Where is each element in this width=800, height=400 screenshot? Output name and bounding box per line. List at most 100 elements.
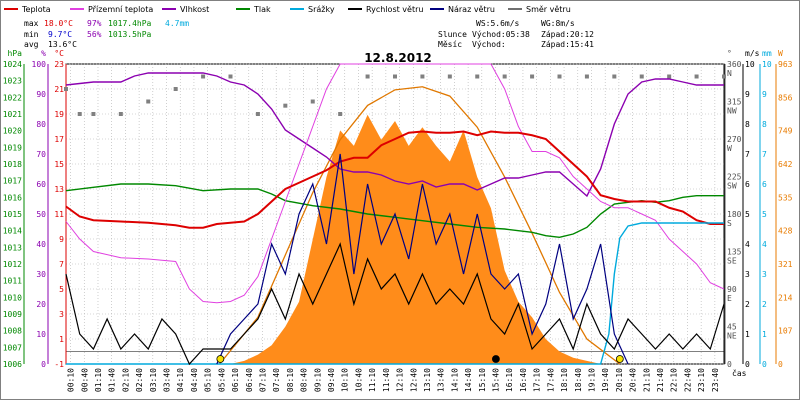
direction-tick: 0 bbox=[727, 360, 732, 369]
pressure-tick: 1008 bbox=[3, 327, 22, 336]
time-tick: 09:10 bbox=[313, 368, 322, 392]
time-tick: 19:40 bbox=[601, 368, 610, 392]
time-tick: 17:40 bbox=[546, 368, 555, 392]
wind-unit: m/s bbox=[745, 49, 760, 58]
rain-tick: 2 bbox=[762, 300, 767, 309]
wind-direction-point bbox=[338, 112, 343, 116]
rain-tick: 9 bbox=[762, 90, 767, 99]
direction-tick: 180 bbox=[727, 210, 742, 219]
direction-tick-dir: E bbox=[727, 294, 732, 303]
time-tick: 13:40 bbox=[437, 368, 446, 392]
wind-tick: 4 bbox=[745, 240, 750, 249]
wind-direction-point bbox=[64, 87, 68, 91]
solar-tick: 642 bbox=[778, 160, 793, 169]
wind-direction-point bbox=[77, 112, 82, 116]
wind-direction-point bbox=[310, 99, 315, 104]
humidity-tick: 70 bbox=[36, 150, 46, 159]
wind-direction-point bbox=[228, 74, 233, 79]
wind-speed-info: WS:5.6m/s bbox=[476, 19, 520, 28]
legend-label-4: Srážky bbox=[308, 5, 335, 14]
ground-temperature-line bbox=[65, 63, 725, 304]
moon-label: Měsíc bbox=[438, 40, 462, 49]
temp-tick: 13 bbox=[54, 185, 64, 194]
pressure-tick: 1024 bbox=[3, 60, 22, 69]
direction-tick-dir: W bbox=[727, 144, 732, 153]
temp-unit: °C bbox=[54, 49, 64, 58]
stats-min-hum: 56% bbox=[87, 30, 102, 39]
direction-tick-dir: NE bbox=[727, 332, 737, 341]
humidity-line bbox=[65, 72, 724, 198]
stats-max-label: max bbox=[24, 19, 39, 28]
wind-tick: 1 bbox=[745, 330, 750, 339]
time-tick: 07:10 bbox=[258, 368, 267, 392]
time-tick: 06:40 bbox=[245, 368, 254, 392]
solar-tick: 749 bbox=[778, 127, 793, 136]
pressure-tick: 1010 bbox=[3, 293, 22, 302]
pressure-tick: 1007 bbox=[3, 343, 22, 352]
direction-tick: 270 bbox=[727, 135, 742, 144]
humidity-tick: 60 bbox=[36, 180, 46, 189]
sun-set: Západ:20:12 bbox=[541, 30, 594, 39]
solar-tick: 535 bbox=[778, 193, 793, 202]
time-tick: 02:10 bbox=[121, 368, 130, 392]
solar-tick: 428 bbox=[778, 227, 793, 236]
pressure-tick: 1014 bbox=[3, 227, 22, 236]
temp-tick: -1 bbox=[54, 360, 64, 369]
stats-min-press: 1013.5hPa bbox=[108, 30, 152, 39]
humidity-tick: 20 bbox=[36, 300, 46, 309]
temperature-line bbox=[65, 130, 724, 229]
wind-direction-point bbox=[584, 74, 589, 79]
temp-tick: 7 bbox=[59, 260, 64, 269]
moonset-marker bbox=[491, 355, 500, 363]
time-tick: 22:40 bbox=[683, 368, 692, 392]
wind-direction-point bbox=[91, 112, 96, 116]
temp-tick: 21 bbox=[54, 85, 64, 94]
stats-min-label: min bbox=[24, 30, 39, 39]
temp-tick: 23 bbox=[54, 60, 64, 69]
time-tick: 02:40 bbox=[135, 368, 144, 392]
pressure-tick: 1020 bbox=[3, 127, 22, 136]
temp-tick: 11 bbox=[54, 210, 64, 219]
wind-tick: 7 bbox=[745, 150, 750, 159]
rain-unit: mm bbox=[762, 49, 772, 58]
time-tick: 19:10 bbox=[587, 368, 596, 392]
time-tick: 18:10 bbox=[560, 368, 569, 392]
time-tick: 20:10 bbox=[615, 368, 624, 392]
wind-direction-point bbox=[722, 74, 726, 79]
humidity-tick: 100 bbox=[32, 60, 47, 69]
wind-tick: 8 bbox=[745, 120, 750, 129]
wind-direction-point bbox=[502, 74, 507, 79]
wind-direction-point bbox=[694, 74, 699, 79]
pressure-tick: 1006 bbox=[3, 360, 22, 369]
pressure-tick: 1018 bbox=[3, 160, 22, 169]
wind-direction-point bbox=[173, 87, 178, 91]
pressure-tick: 1012 bbox=[3, 260, 22, 269]
rain-tick: 0 bbox=[762, 360, 767, 369]
wind-tick: 2 bbox=[745, 300, 750, 309]
time-tick: 04:40 bbox=[190, 368, 199, 392]
rain-tick: 3 bbox=[762, 270, 767, 279]
pressure-tick: 1022 bbox=[3, 93, 22, 102]
temp-tick: 15 bbox=[54, 160, 64, 169]
direction-tick: 45 bbox=[727, 323, 737, 332]
rain-tick: 1 bbox=[762, 330, 767, 339]
wind-direction-point bbox=[667, 74, 672, 79]
wind-speed-line bbox=[65, 242, 725, 366]
time-tick: 05:10 bbox=[204, 368, 213, 392]
time-tick: 04:10 bbox=[176, 368, 185, 392]
time-tick: 15:40 bbox=[492, 368, 501, 392]
humidity-tick: 40 bbox=[36, 240, 46, 249]
stats-min-temp: 9.7°C bbox=[48, 30, 72, 39]
wind-direction-point bbox=[201, 74, 206, 79]
pressure-tick: 1011 bbox=[3, 277, 22, 286]
sun-label: Slunce bbox=[438, 30, 467, 39]
solar-tick: 856 bbox=[778, 93, 793, 102]
chart-title: 12.8.2012 bbox=[364, 51, 432, 65]
time-tick: 00:40 bbox=[80, 368, 89, 392]
pressure-tick: 1017 bbox=[3, 177, 22, 186]
legend: Teplota Přízemní teplota Vlhkost Tlak Srážky… bbox=[4, 5, 571, 14]
moon-set: Západ:15:41 bbox=[541, 40, 594, 49]
time-tick: 23:40 bbox=[711, 368, 720, 392]
wind-tick: 3 bbox=[745, 270, 750, 279]
